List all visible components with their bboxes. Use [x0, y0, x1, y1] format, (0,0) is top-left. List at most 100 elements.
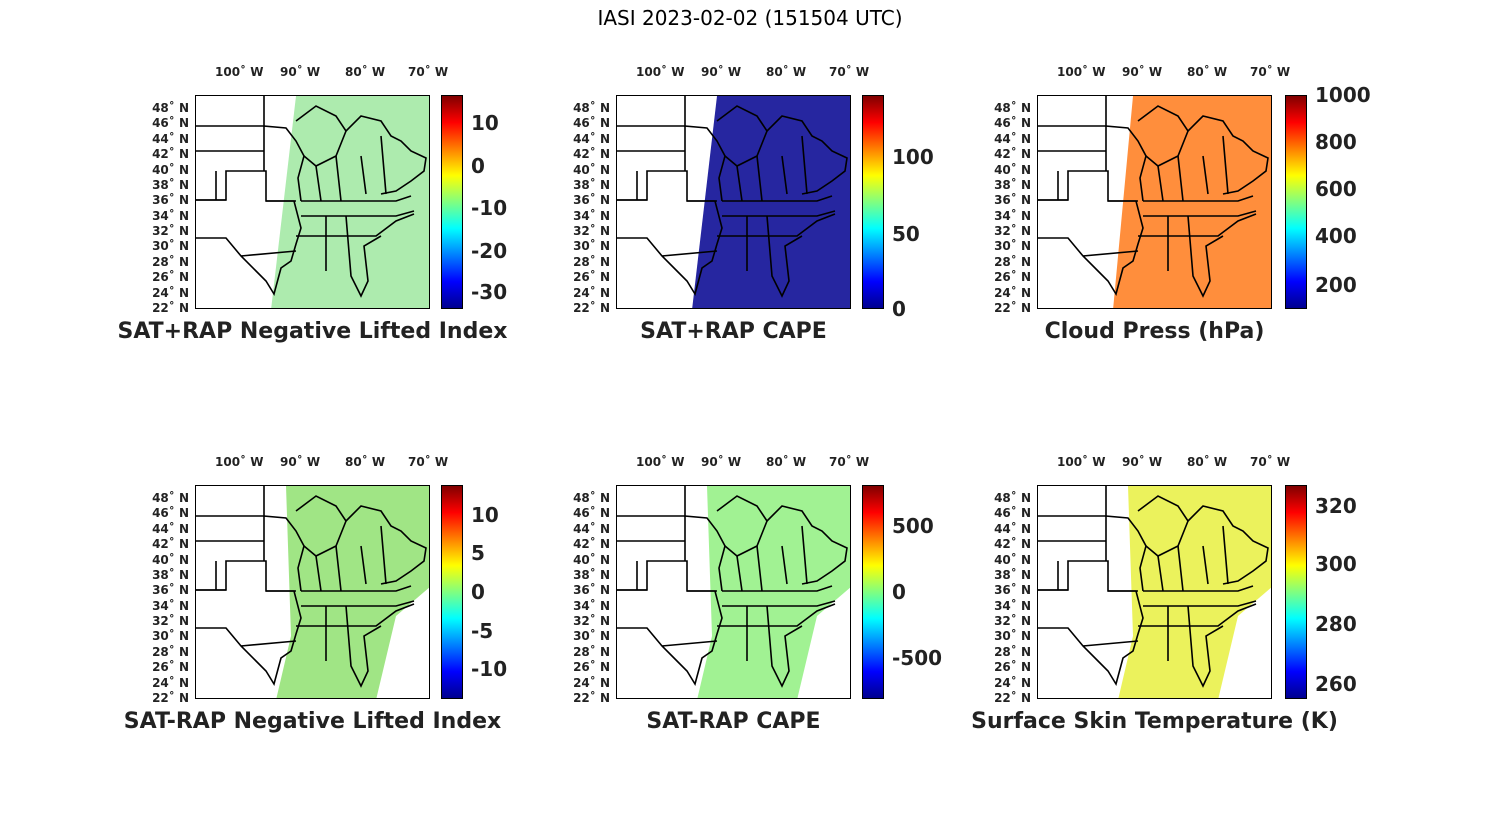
- latitude-label: 30˚ N: [573, 629, 610, 644]
- colorbar-tick-label: 400: [1315, 224, 1357, 249]
- latitude-label: 26˚ N: [573, 270, 610, 285]
- latitude-label: 30˚ N: [152, 629, 189, 644]
- longitude-label: 70˚ W: [1250, 455, 1291, 469]
- latitude-label: 40˚ N: [994, 162, 1031, 177]
- latitude-label: 36˚ N: [573, 583, 610, 598]
- colorbar-tick-label: -20: [471, 239, 508, 264]
- longitude-label: 70˚ W: [829, 65, 870, 79]
- state-boundary: [617, 170, 723, 296]
- latitude-label: 40˚ N: [152, 162, 189, 177]
- latitude-labels: 48˚ N 46˚ N 44˚ N 42˚ N 40˚ N 38˚ N 36˚ N 34˚ N…: [977, 485, 1031, 705]
- colorbar-tick-label: 500: [892, 513, 934, 538]
- colorbar: [441, 95, 463, 309]
- latitude-labels: 48˚ N 46˚ N 44˚ N 42˚ N 40˚ N 38˚ N 36˚ N 34˚ N…: [977, 95, 1031, 315]
- colorbar-tick-label: 600: [1315, 177, 1357, 202]
- latitude-label: 48˚ N: [994, 491, 1031, 505]
- map-plot-area: [1037, 95, 1272, 309]
- state-boundary: [617, 515, 717, 592]
- state-boundary: [1157, 135, 1229, 202]
- state-boundary: [617, 125, 717, 202]
- latitude-label: 36˚ N: [152, 583, 189, 598]
- longitude-label: 100˚ W: [1057, 455, 1106, 469]
- state-boundary: [1105, 486, 1147, 592]
- map-plot-area: [1037, 485, 1272, 699]
- latitude-label: 24˚ N: [152, 675, 189, 690]
- longitude-label: 90˚ W: [280, 455, 321, 469]
- colorbar-tick-label: 50: [892, 222, 920, 247]
- latitude-label: 38˚ N: [573, 177, 610, 192]
- latitude-label: 22˚ N: [152, 301, 189, 315]
- latitude-label: 48˚ N: [994, 101, 1031, 115]
- latitude-label: 24˚ N: [152, 285, 189, 300]
- map-plot-area: [616, 95, 851, 309]
- latitude-label: 26˚ N: [573, 660, 610, 675]
- state-boundary: [1187, 505, 1269, 585]
- colorbar-tick-label: 200: [1315, 273, 1357, 298]
- colorbar-tick-label: 10: [471, 110, 499, 135]
- state-boundary: [196, 589, 297, 647]
- latitude-label: 32˚ N: [994, 224, 1031, 239]
- longitude-label: 80˚ W: [345, 455, 386, 469]
- state-boundary: [196, 199, 297, 257]
- state-boundary: [1157, 525, 1229, 592]
- latitude-label: 42˚ N: [994, 537, 1031, 552]
- latitude-label: 30˚ N: [152, 239, 189, 254]
- latitude-label: 28˚ N: [994, 644, 1031, 659]
- map-plot-area: [195, 95, 430, 309]
- latitude-label: 28˚ N: [573, 254, 610, 269]
- latitude-label: 32˚ N: [573, 614, 610, 629]
- state-boundary: [684, 486, 726, 592]
- latitude-labels: 48˚ N 46˚ N 44˚ N 42˚ N 40˚ N 38˚ N 36˚ N 34˚ N…: [556, 485, 610, 705]
- state-boundary: [196, 560, 302, 686]
- colorbar: [862, 485, 884, 699]
- latitude-label: 22˚ N: [573, 301, 610, 315]
- state-boundary: [196, 125, 296, 202]
- latitude-label: 34˚ N: [573, 208, 610, 223]
- latitude-label: 38˚ N: [994, 567, 1031, 582]
- latitude-label: 30˚ N: [994, 629, 1031, 644]
- latitude-label: 42˚ N: [152, 537, 189, 552]
- latitude-label: 42˚ N: [994, 147, 1031, 162]
- longitude-label: 90˚ W: [1122, 455, 1163, 469]
- panel-title: Cloud Press (hPa): [1044, 319, 1265, 344]
- colorbar: [441, 485, 463, 699]
- longitude-label: 80˚ W: [1187, 455, 1228, 469]
- state-boundary: [1138, 213, 1257, 298]
- map-svg: [1038, 96, 1271, 308]
- latitude-label: 48˚ N: [573, 101, 610, 115]
- map-svg: [196, 486, 429, 698]
- panel-title: Surface Skin Temperature (K): [971, 709, 1338, 734]
- latitude-label: 26˚ N: [994, 270, 1031, 285]
- longitude-label: 90˚ W: [701, 455, 742, 469]
- latitude-label: 46˚ N: [573, 116, 610, 131]
- state-boundary: [1187, 115, 1269, 195]
- longitude-label: 90˚ W: [701, 65, 742, 79]
- latitude-label: 34˚ N: [152, 208, 189, 223]
- latitude-label: 46˚ N: [152, 506, 189, 521]
- latitude-label: 46˚ N: [573, 506, 610, 521]
- colorbar-tick-label: 280: [1315, 612, 1357, 637]
- state-boundary: [1038, 515, 1138, 592]
- latitude-label: 28˚ N: [152, 644, 189, 659]
- longitude-label: 100˚ W: [1057, 65, 1106, 79]
- colorbar-tick-label: 0: [892, 297, 906, 321]
- colorbar: [862, 95, 884, 309]
- state-boundary: [722, 195, 836, 217]
- longitude-label: 80˚ W: [766, 65, 807, 79]
- latitude-label: 30˚ N: [573, 239, 610, 254]
- latitude-label: 40˚ N: [994, 552, 1031, 567]
- latitude-label: 40˚ N: [573, 162, 610, 177]
- state-boundary: [1038, 125, 1138, 202]
- latitude-label: 32˚ N: [573, 224, 610, 239]
- colorbar-tick-label: -500: [892, 646, 943, 671]
- latitude-label: 46˚ N: [994, 506, 1031, 521]
- state-boundary: [766, 505, 848, 585]
- latitude-label: 26˚ N: [152, 270, 189, 285]
- colorbar-tick-label: 1000: [1315, 83, 1371, 107]
- colorbar-tick-label: -5: [471, 618, 494, 643]
- colorbar: [1285, 485, 1307, 699]
- latitude-label: 42˚ N: [573, 147, 610, 162]
- latitude-label: 44˚ N: [994, 131, 1031, 146]
- state-boundary: [684, 96, 726, 202]
- latitude-label: 32˚ N: [152, 614, 189, 629]
